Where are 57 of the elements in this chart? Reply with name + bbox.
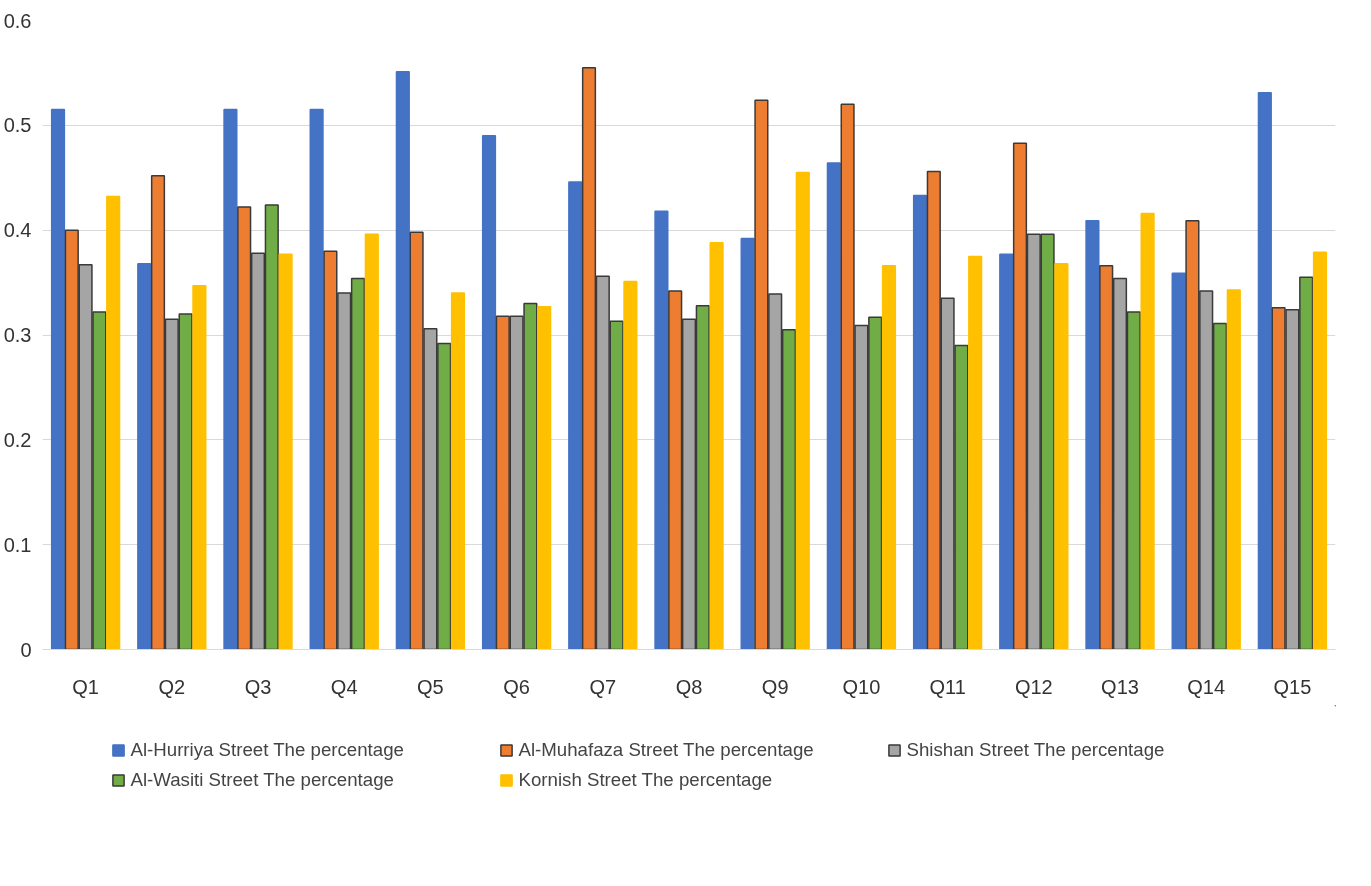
x-tick-label: Q5	[417, 675, 444, 698]
bar	[1140, 212, 1155, 650]
x-tick-label: Q10	[842, 675, 881, 698]
y-tick-label: 0.5	[3, 114, 32, 137]
bar	[1054, 262, 1069, 650]
x-tick-label: Q11	[929, 675, 966, 698]
x-tick-label: Q14	[1187, 675, 1226, 698]
bar	[537, 305, 552, 650]
bar	[568, 181, 583, 650]
legend-label: Al-Muhafaza Street The percentage	[518, 739, 815, 761]
y-tick-label: 0	[20, 638, 32, 661]
bar	[968, 255, 983, 650]
x-tick-label: Q1	[72, 675, 99, 698]
legend-label: Al-Wasiti Street The percentage	[130, 769, 395, 791]
bar	[192, 284, 207, 650]
bar	[881, 265, 897, 650]
y-tick-label: 0.4	[3, 219, 32, 242]
bar	[623, 280, 638, 650]
x-tick-label: Q7	[589, 675, 617, 698]
bar	[1085, 219, 1100, 650]
y-tick-label: 0.6	[3, 9, 32, 32]
x-tick-label: Q9	[761, 675, 789, 698]
bar	[654, 210, 669, 650]
y-tick-label: 0.2	[3, 428, 32, 451]
bar	[1257, 92, 1272, 650]
y-tick-label: 0.1	[3, 533, 32, 556]
bar	[1226, 289, 1241, 650]
bar	[740, 237, 755, 650]
legend-label: Kornish Street The percentage	[518, 769, 774, 791]
bar	[1312, 251, 1328, 650]
x-tick-label: Q6	[503, 675, 530, 698]
x-tick-label: Q8	[675, 675, 703, 698]
bar	[395, 71, 410, 650]
bar	[364, 233, 379, 650]
y-tick-label: 0.3	[3, 324, 32, 346]
bar	[106, 195, 121, 650]
bar	[309, 108, 324, 650]
x-tick-label: Q15	[1273, 675, 1312, 698]
x-tick-label: Q4	[330, 675, 358, 698]
bar	[826, 162, 841, 650]
bar	[50, 108, 66, 650]
bar	[1171, 272, 1186, 650]
bar	[795, 171, 810, 650]
x-tick-label: Q3	[244, 675, 272, 698]
bar	[137, 262, 152, 650]
bar	[709, 242, 724, 650]
bar	[999, 253, 1014, 650]
bar	[450, 292, 466, 650]
bar	[481, 135, 497, 650]
bar	[223, 108, 238, 650]
x-tick-label: Q13	[1101, 675, 1139, 698]
bar	[912, 194, 928, 650]
legend-label: Al-Hurriya Street The percentage	[130, 739, 405, 761]
bar	[278, 253, 293, 650]
x-tick-label: Q12	[1014, 675, 1053, 698]
legend-label: Shishan Street The percentage	[906, 739, 1166, 761]
x-tick-label: Q2	[158, 675, 186, 698]
